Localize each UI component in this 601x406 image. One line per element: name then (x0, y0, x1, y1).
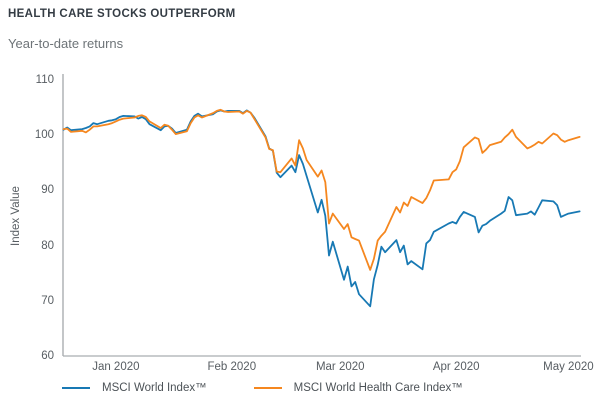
y-tick-label: 80 (41, 239, 54, 252)
y-tick-label: 100 (34, 129, 54, 142)
legend-item-world: MSCI World Index™ (62, 382, 207, 394)
x-tick-label: Feb 2020 (207, 361, 257, 373)
chart-subtitle: Year-to-date returns (8, 36, 124, 51)
world-line-swatch (62, 386, 90, 390)
page-title: HEALTH CARE STOCKS OUTPERFORM (8, 8, 236, 20)
y-tick-label: 70 (41, 294, 54, 307)
y-tick-label: 60 (41, 350, 54, 362)
legend-label-world: MSCI World Index™ (102, 382, 207, 394)
x-tick-label: Apr 2020 (432, 361, 480, 373)
healthcare-line-swatch (253, 386, 282, 390)
y-tick-label: 110 (35, 74, 54, 86)
healthcare-series-line (62, 108, 581, 271)
legend: MSCI World Index™ MSCI World Health Care… (62, 382, 463, 394)
y-tick-label: 90 (41, 184, 54, 197)
world-series-line (62, 109, 581, 308)
legend-item-healthcare: MSCI World Health Care Index™ (253, 382, 463, 394)
x-tick-label: Jan 2020 (92, 361, 140, 373)
legend-label-healthcare: MSCI World Health Care Index™ (293, 382, 463, 394)
x-tick-label: Mar 2020 (315, 361, 365, 373)
x-tick-label: May 2020 (543, 361, 594, 373)
